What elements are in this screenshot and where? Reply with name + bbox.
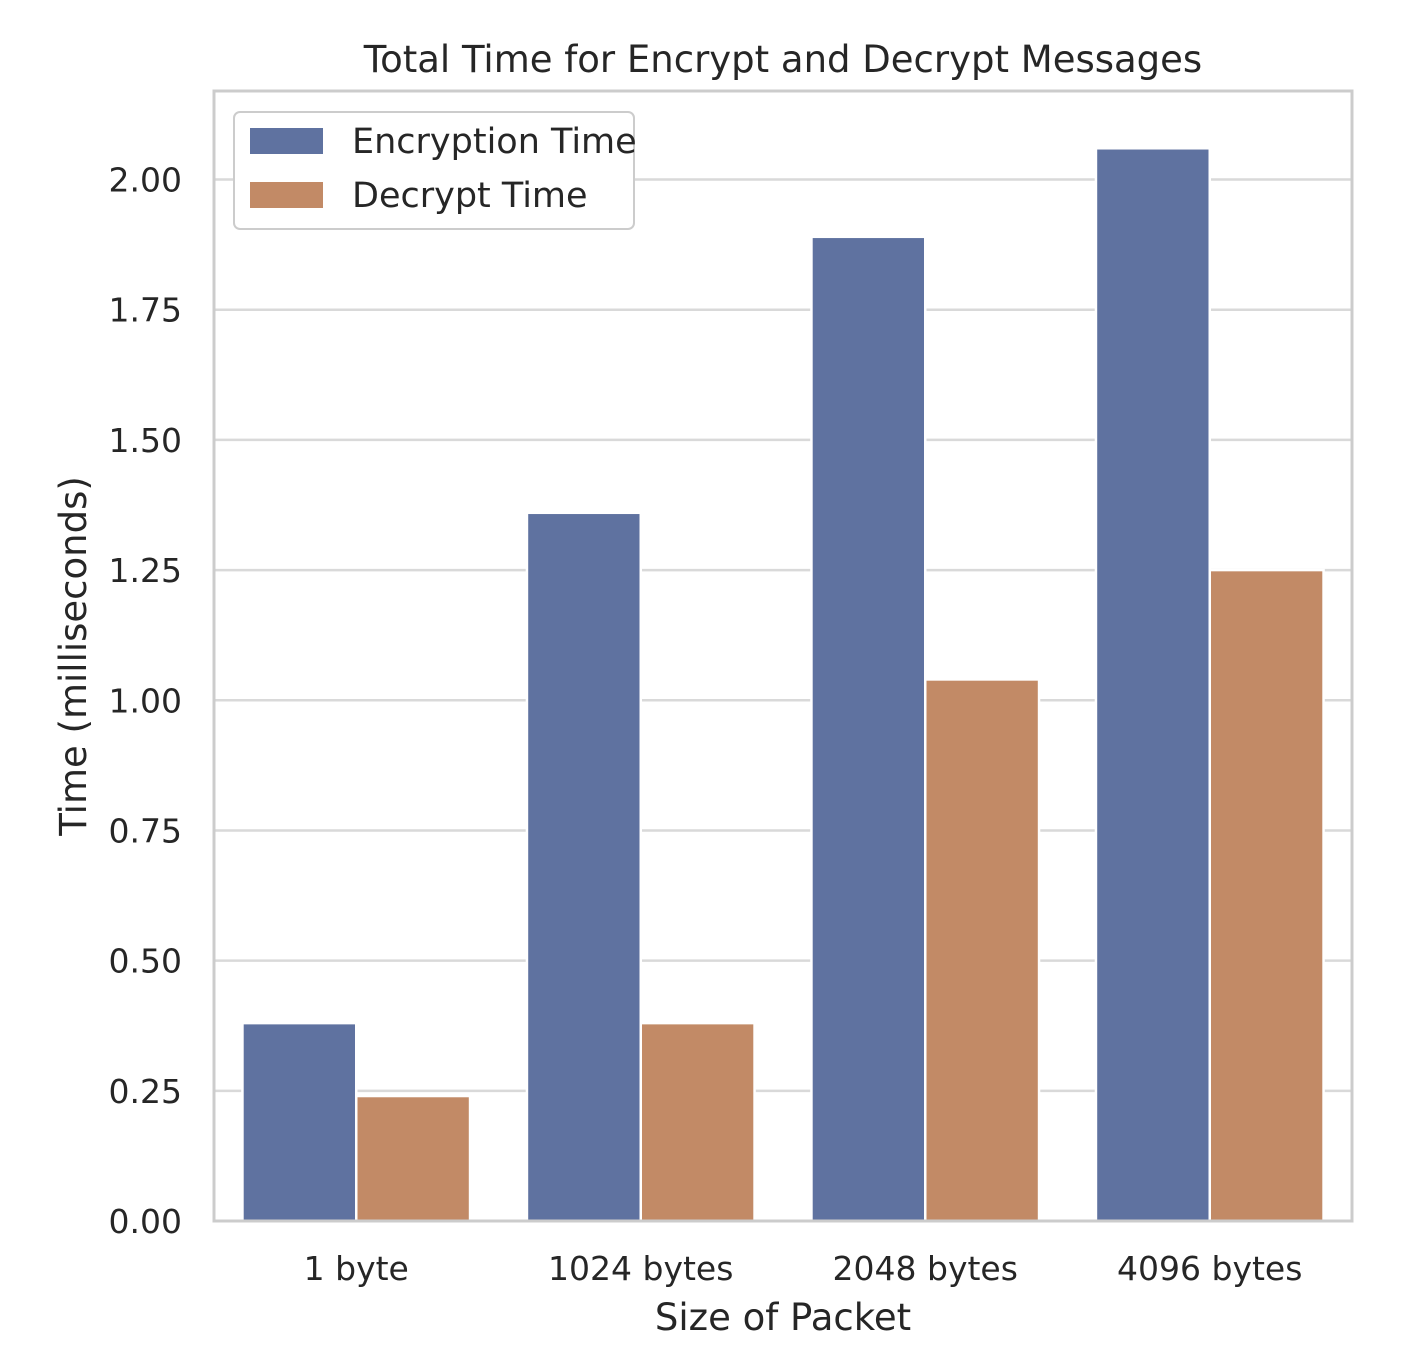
bars bbox=[241, 147, 1325, 1223]
y-tick-label: 1.25 bbox=[109, 551, 182, 590]
bar-decrypt-time bbox=[924, 678, 1041, 1223]
bar-decrypt-time bbox=[1208, 568, 1325, 1223]
legend-label-decrypt: Decrypt Time bbox=[352, 176, 588, 216]
legend-swatch-decrypt bbox=[250, 182, 323, 208]
y-tick-label: 0.25 bbox=[109, 1072, 182, 1111]
y-tick-label: 2.00 bbox=[109, 161, 182, 200]
bar-encryption-time bbox=[241, 1021, 358, 1223]
y-tick-labels: 0.00 0.25 0.50 0.75 1.00 1.25 1.50 1.75 2.00 bbox=[109, 161, 182, 1241]
x-tick-labels: 1 byte 1024 bytes 2048 bytes 4096 bytes bbox=[304, 1249, 1303, 1288]
bar-encryption-time bbox=[810, 235, 927, 1223]
y-tick-label: 1.75 bbox=[109, 291, 182, 330]
x-axis-label: Size of Packet bbox=[655, 1296, 911, 1339]
y-tick-label: 0.75 bbox=[109, 811, 182, 850]
x-tick-label: 4096 bytes bbox=[1117, 1249, 1302, 1288]
x-tick-label: 1024 bytes bbox=[548, 1249, 733, 1288]
legend: Encryption Time Decrypt Time bbox=[233, 111, 637, 230]
legend-box bbox=[233, 111, 635, 230]
bar-encryption-time bbox=[1094, 147, 1211, 1223]
legend-label-encryption: Encryption Time bbox=[352, 122, 637, 162]
y-tick-label: 1.00 bbox=[109, 681, 182, 720]
x-tick-label: 1 byte bbox=[304, 1249, 409, 1288]
chart-title: Total Time for Encrypt and Decrypt Messa… bbox=[363, 38, 1202, 81]
y-tick-label: 1.50 bbox=[109, 421, 182, 460]
legend-swatch-encryption bbox=[250, 128, 323, 154]
y-tick-label: 0.50 bbox=[109, 942, 182, 981]
bar-encryption-time bbox=[525, 511, 643, 1223]
bar-decrypt-time bbox=[355, 1094, 472, 1223]
x-tick-label: 2048 bytes bbox=[833, 1249, 1018, 1288]
y-tick-label: 0.00 bbox=[109, 1202, 182, 1241]
bar-decrypt-time bbox=[639, 1021, 756, 1223]
plot-frame bbox=[212, 89, 1354, 1223]
y-axis-label: Time (milliseconds) bbox=[52, 476, 95, 837]
